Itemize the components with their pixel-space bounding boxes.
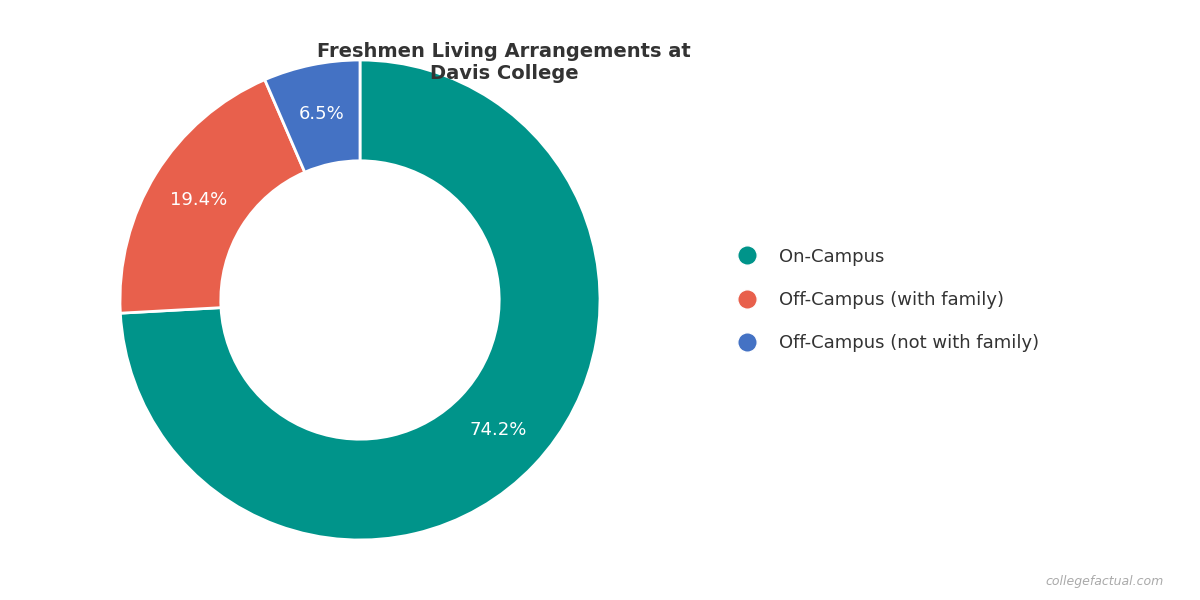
Text: 6.5%: 6.5% [299,106,344,124]
Text: Freshmen Living Arrangements at
Davis College: Freshmen Living Arrangements at Davis Co… [317,42,691,83]
Wedge shape [120,60,600,540]
Text: 19.4%: 19.4% [170,191,227,209]
Wedge shape [120,80,305,313]
Wedge shape [265,60,360,172]
Text: 74.2%: 74.2% [469,421,527,439]
Legend: On-Campus, Off-Campus (with family), Off-Campus (not with family): On-Campus, Off-Campus (with family), Off… [720,239,1048,361]
Text: collegefactual.com: collegefactual.com [1045,575,1164,588]
